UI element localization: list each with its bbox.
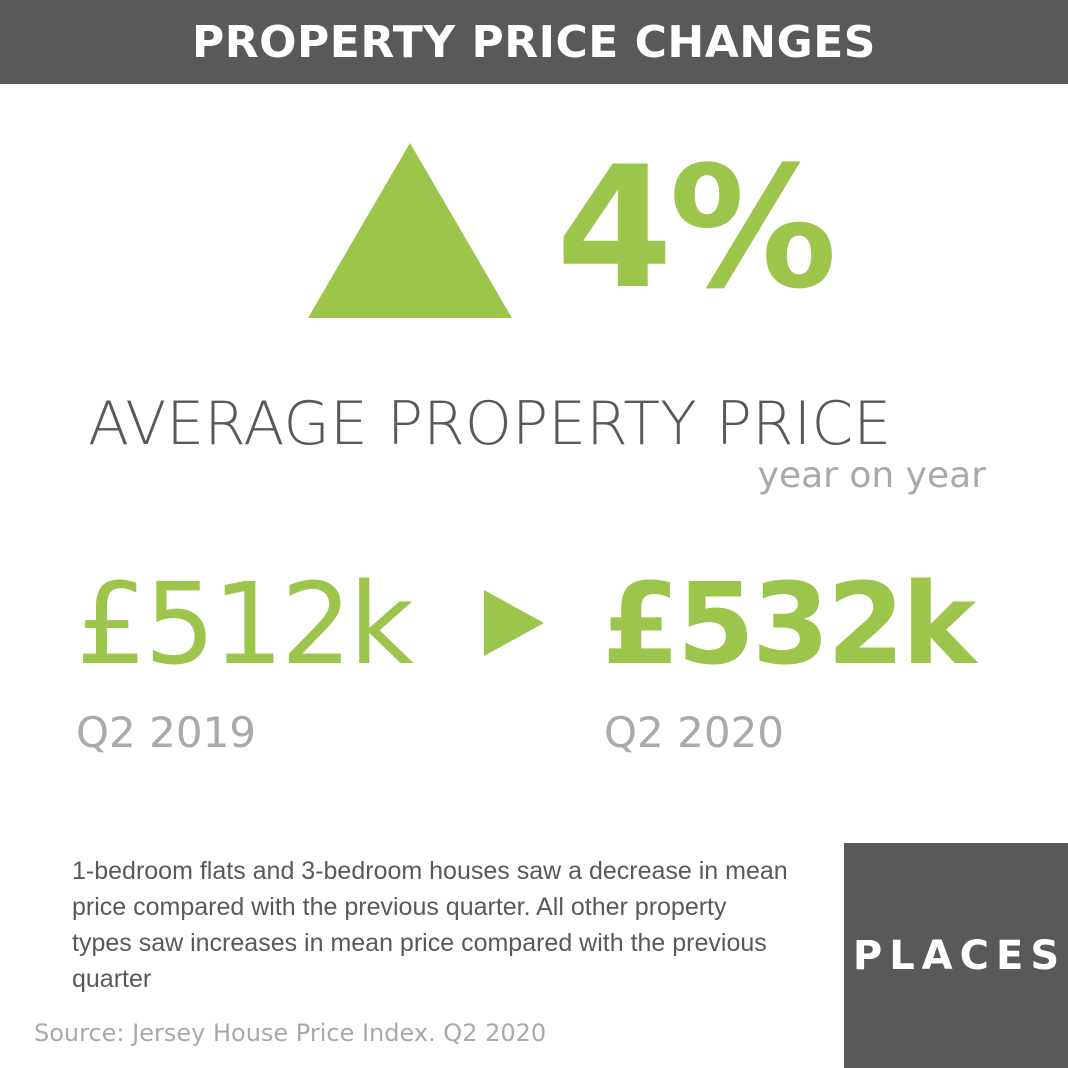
subject-subtitle: year on year: [757, 455, 986, 496]
page-title: PROPERTY PRICE CHANGES: [192, 16, 876, 68]
source-citation: Source: Jersey House Price Index. Q2 202…: [34, 1019, 547, 1047]
price-previous: £512k: [76, 560, 414, 690]
period-previous: Q2 2019: [76, 708, 257, 757]
price-current: £532k: [602, 560, 976, 690]
period-current: Q2 2020: [604, 708, 785, 757]
percent-change: 4%: [556, 130, 837, 326]
header-bar: PROPERTY PRICE CHANGES: [0, 0, 1068, 84]
logo-text: PLACES: [852, 932, 1067, 979]
subject-title: AVERAGE PROPERTY PRICE: [88, 389, 892, 459]
triangle-up-icon: [308, 143, 512, 318]
summary-note: 1-bedroom flats and 3-bedroom houses saw…: [72, 857, 788, 993]
places-logo: PLACES: [844, 843, 1068, 1068]
triangle-right-icon: [484, 590, 544, 656]
